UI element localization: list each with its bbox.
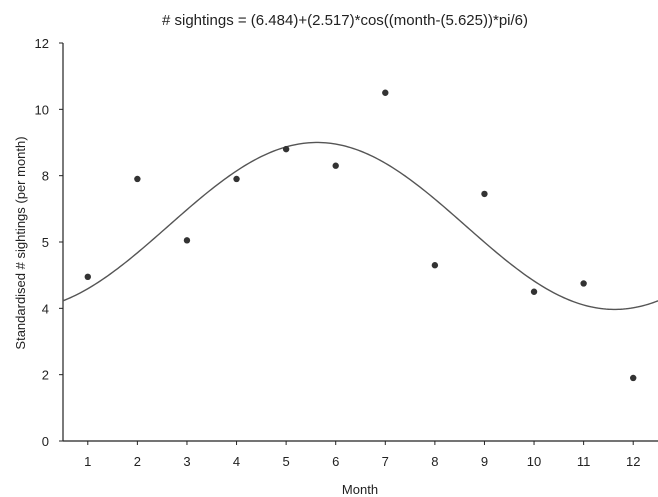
x-tick-label: 11 [577, 454, 591, 469]
y-ticks: 0 2 4 5 8 10 12 [35, 36, 63, 449]
data-point [282, 145, 290, 153]
y-tick-label: 12 [35, 36, 49, 51]
y-tick-label: 2 [42, 368, 49, 383]
data-point [630, 374, 637, 382]
x-tick-label: 12 [626, 454, 640, 469]
x-tick-label: 9 [481, 454, 488, 469]
y-tick-label: 8 [42, 169, 49, 184]
x-tick-label: 10 [527, 454, 541, 469]
data-point [382, 89, 389, 96]
x-tick-label: 7 [382, 454, 389, 469]
data-point [431, 262, 439, 269]
data-point [84, 273, 91, 281]
data-point [332, 162, 339, 169]
y-tick-label: 0 [42, 434, 49, 449]
x-tick-label: 5 [283, 454, 290, 469]
y-tick-label: 5 [42, 235, 49, 250]
x-tick-label: 3 [183, 454, 190, 469]
data-point [183, 237, 191, 244]
chart-title: # sightings = (6.484)+(2.517)*cos((month… [162, 12, 528, 29]
x-tick-label: 6 [332, 454, 339, 469]
fitted-cosine-curve [62, 141, 658, 311]
data-point [481, 190, 488, 198]
x-tick-label: 2 [134, 454, 141, 469]
x-tick-label: 8 [431, 454, 438, 469]
x-tick-label: 1 [84, 454, 91, 469]
y-tick-label: 4 [42, 301, 49, 316]
y-tick-label: 10 [35, 102, 49, 117]
data-points [84, 89, 637, 382]
data-point [530, 288, 538, 295]
x-ticks: 1 2 3 4 5 6 7 8 9 10 11 12 [84, 441, 640, 469]
x-tick-label: 4 [233, 454, 240, 469]
y-axis-label: Standardised # sightings (per month) [13, 136, 28, 349]
data-point [580, 280, 587, 287]
x-axis-label: Month [342, 482, 378, 497]
data-point [233, 175, 240, 183]
data-point [134, 175, 141, 183]
